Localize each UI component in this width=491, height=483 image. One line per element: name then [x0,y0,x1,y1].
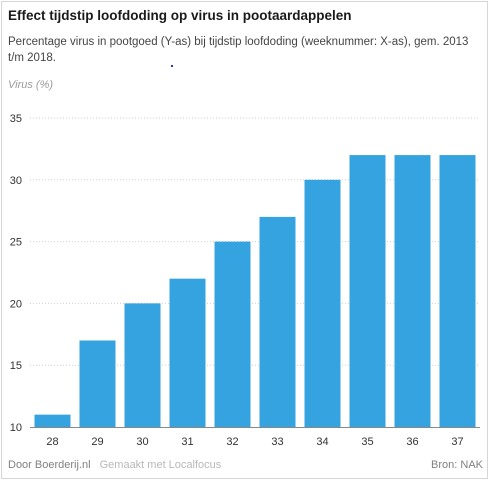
y-tick-label: 15 [10,360,22,372]
y-tick-label: 30 [10,175,22,187]
bar [439,155,476,427]
y-tick-label: 35 [10,113,22,125]
x-tick-label: 33 [271,436,283,448]
chart-title: Effect tijdstip loofdoding op virus in p… [8,8,352,23]
credit-text: Door Boerderij.nl [8,459,91,471]
chart-subtitle: Percentage virus in pootgoed (Y-as) bij … [8,36,469,64]
stray-dot [171,65,173,67]
x-tick-label: 37 [451,436,463,448]
x-tick-label: 28 [46,436,58,448]
x-tick-label: 32 [226,436,238,448]
bar [79,340,116,427]
x-tick-label: 30 [136,436,148,448]
x-tick-label: 35 [361,436,373,448]
bar [34,414,71,427]
bar [259,216,296,427]
made-with-text: Gemaakt met Localfocus [99,459,222,471]
bar [169,278,206,427]
x-tick-label: 29 [91,436,103,448]
x-tick-label: 36 [406,436,418,448]
x-tick-label: 34 [316,436,328,448]
bar [394,155,431,427]
source-text: Bron: NAK [431,459,483,471]
x-tick-label: 31 [181,436,193,448]
y-tick-label: 20 [10,298,22,310]
footer-credits: Door Boerderij.nl Gemaakt met Localfocus [8,459,221,471]
bar [304,179,341,427]
y-tick-label: 25 [10,237,22,249]
y-tick-label: 10 [10,422,22,434]
bar [214,241,251,427]
bar [349,155,386,427]
y-axis-label: Virus (%) [8,79,54,91]
bar [124,303,161,427]
